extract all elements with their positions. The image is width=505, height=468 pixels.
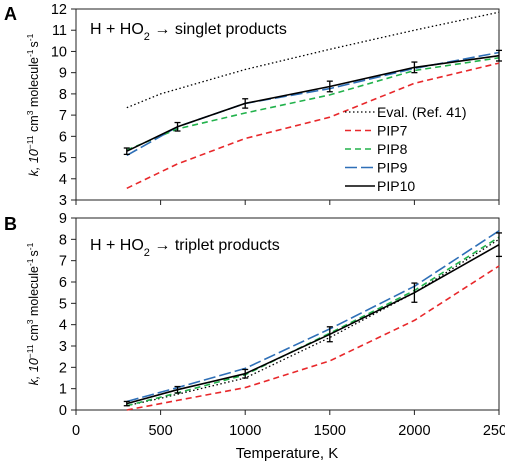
- series-line-pip7: [126, 265, 500, 411]
- y-tick-label: 6: [59, 129, 67, 145]
- x-tick-label: 500: [148, 423, 172, 439]
- y-tick-label: 10: [51, 44, 67, 60]
- y-tick-label: 0: [59, 403, 67, 419]
- panel-a-title: H + HO2 → singlet products: [90, 21, 287, 43]
- panel-a-legend: Eval. (Ref. 41) PIP7 PIP8 PIP9 PIP10: [345, 104, 466, 194]
- y-tick-label: 4: [59, 172, 67, 188]
- y-tick-label: 5: [59, 296, 67, 312]
- y-tick-label: 1: [59, 382, 67, 398]
- panel-b-series: [123, 230, 502, 411]
- panel-b: B H + HO2 → triplet products k, 10−11 cm…: [4, 211, 505, 462]
- y-tick-label: 7: [59, 254, 67, 270]
- panel-a-y-axis-label: k, 10−11 cm3 molecule-1s-1: [25, 33, 41, 176]
- y-tick-label: 9: [59, 66, 67, 82]
- y-tick-label: 7: [59, 108, 67, 124]
- y-tick-label: 6: [59, 275, 67, 291]
- y-tick-label: 5: [59, 151, 67, 167]
- panel-a-frame: [75, 8, 500, 201]
- series-line-eval-ref-41: [126, 238, 500, 407]
- x-tick-label: 0: [72, 423, 80, 439]
- y-tick-label: 2: [59, 360, 67, 376]
- y-tick-label: 8: [59, 232, 67, 248]
- panel-a-letter: A: [4, 4, 17, 24]
- series-line-pip8: [126, 236, 500, 407]
- x-tick-label: 1500: [314, 423, 346, 439]
- panel-a-ticks: 3 4 5 6 7 8 9 10 11 12: [51, 2, 500, 209]
- y-tick-label: 11: [52, 23, 67, 39]
- y-tick-label: 4: [59, 318, 67, 334]
- legend-label: Eval. (Ref. 41): [377, 104, 466, 120]
- panel-b-frame: [75, 217, 500, 411]
- series-line-pip7: [126, 62, 500, 190]
- legend-label: PIP10: [377, 178, 415, 194]
- panel-b-ticks: 0 1 2 3 4 5 6 7 8 9 0 500 1000 1500 2000 2500: [59, 211, 505, 439]
- series-line-pip10: [126, 54, 500, 152]
- y-tick-label: 3: [59, 193, 67, 209]
- y-tick-label: 9: [59, 211, 67, 227]
- series-line-pip9: [126, 230, 500, 403]
- y-tick-label: 3: [59, 339, 67, 355]
- x-tick-label: 2500: [483, 423, 505, 439]
- x-tick-label: 2000: [398, 423, 430, 439]
- x-axis-label: Temperature, K: [236, 445, 339, 462]
- panel-a: A H + HO2 → singlet products k, 10−11 cm…: [4, 2, 502, 209]
- y-tick-label: 12: [51, 2, 67, 18]
- panel-b-title: H + HO2 → triplet products: [90, 237, 280, 259]
- panel-b-letter: B: [4, 214, 17, 234]
- x-tick-label: 1000: [229, 423, 261, 439]
- legend-label: PIP8: [377, 141, 408, 157]
- y-tick-label: 8: [59, 87, 67, 103]
- legend-label: PIP9: [377, 160, 408, 176]
- panel-b-y-axis-label: k, 10−11 cm3 molecule-1s-1: [25, 242, 41, 385]
- panel-a-series: [123, 11, 502, 190]
- series-line-pip10: [126, 244, 500, 405]
- series-line-eval-ref-41: [126, 11, 500, 109]
- legend-label: PIP7: [377, 123, 408, 139]
